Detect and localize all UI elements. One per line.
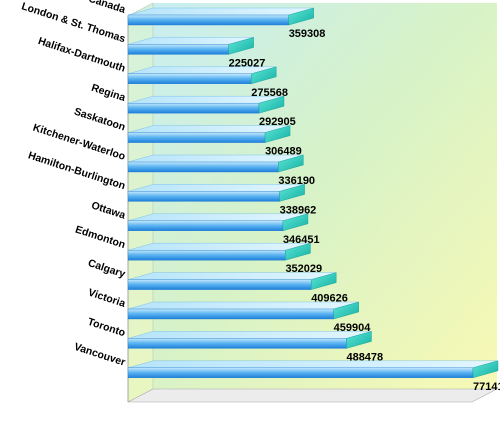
bar-end-face — [278, 154, 304, 173]
bar-end-face — [288, 7, 314, 26]
category-label: Ottawa — [90, 199, 127, 221]
value-label: 275568 — [251, 87, 288, 99]
bar — [127, 301, 359, 320]
bar-end-face — [333, 301, 359, 320]
bar — [127, 360, 499, 379]
floor — [127, 388, 498, 403]
bar-front-face — [127, 279, 312, 290]
bar-front-face — [127, 161, 279, 173]
bar-end-face — [285, 242, 311, 261]
bar-front-face — [127, 191, 280, 202]
bar-front-face — [127, 220, 284, 232]
bar-front-face — [127, 14, 289, 26]
bar — [127, 213, 309, 232]
value-label: 352029 — [285, 263, 322, 275]
bar — [127, 95, 285, 114]
bar-end-face — [472, 360, 499, 379]
value-label: 292905 — [259, 116, 296, 128]
bar — [127, 125, 291, 143]
category-label: Edmonton — [74, 224, 127, 251]
value-label: 338962 — [280, 204, 317, 216]
bar-front-face — [127, 73, 252, 85]
bar — [127, 184, 305, 202]
bar — [127, 154, 304, 173]
bar-top-face — [127, 7, 314, 16]
bar-end-face — [251, 66, 277, 85]
bar — [127, 66, 277, 85]
bar-top-face — [127, 360, 499, 368]
category-label: Regina — [90, 82, 127, 104]
value-label: 359308 — [289, 28, 326, 40]
bar — [127, 7, 314, 26]
bar-front-face — [127, 102, 260, 114]
bar — [127, 37, 254, 55]
category-label: Saskatoon — [73, 106, 127, 134]
category-label: Vancouver — [73, 341, 127, 369]
category-label: Victoria — [87, 287, 127, 310]
category-label: Calgary — [86, 257, 126, 280]
value-label: 409626 — [311, 293, 348, 305]
bar-end-face — [310, 272, 337, 290]
bar-front-face — [127, 132, 266, 143]
bar-end-face — [264, 125, 291, 143]
bar-end-face — [258, 95, 285, 114]
bar-front-face — [127, 338, 347, 349]
bar — [127, 242, 311, 261]
bar-front-face — [127, 367, 474, 378]
bar-end-face — [346, 331, 372, 349]
category-label: Toronto — [86, 316, 127, 339]
bar-end-face — [279, 184, 305, 202]
bar-end-face — [282, 213, 309, 232]
bars-group — [127, 7, 499, 379]
bar — [127, 331, 372, 349]
category-label: Canada — [87, 0, 127, 16]
bar-front-face — [127, 249, 286, 261]
bar-end-face — [228, 37, 254, 55]
value-label: 225027 — [229, 57, 266, 69]
value-label: 336190 — [278, 175, 315, 187]
bar-front-face — [127, 308, 334, 320]
value-label: 346451 — [283, 234, 320, 246]
value-label: 488478 — [346, 351, 383, 363]
value-label: 306489 — [265, 146, 302, 158]
bar-front-face — [127, 44, 229, 55]
value-label: 459904 — [334, 322, 372, 334]
value-label: 771415 — [473, 381, 500, 393]
bar — [127, 272, 337, 290]
